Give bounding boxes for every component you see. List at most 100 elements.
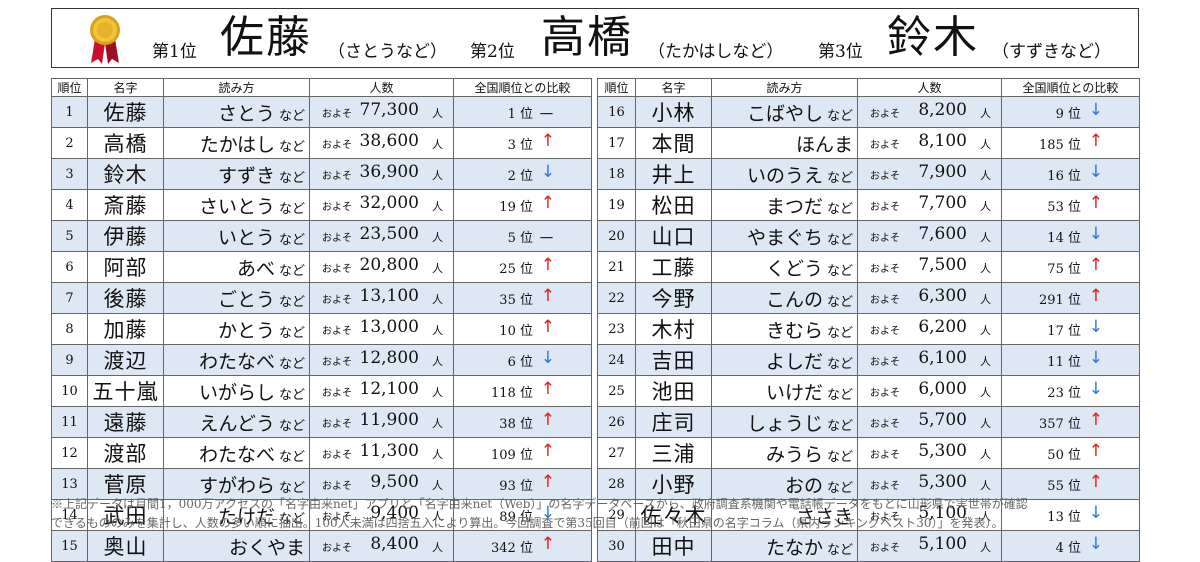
people-unit: 人 [980, 448, 991, 461]
national-rank-value: 11 [1047, 355, 1064, 370]
count-cell: およそ 5,700 人 [857, 406, 1002, 438]
up-arrow-icon: ↑ [1088, 472, 1103, 492]
table-row: 14 武田 たけだ など およそ 9,400 人 89 位 ↓ [51, 499, 592, 531]
table-row: 3 鈴木 すずき など およそ 36,900 人 2 位 ↓ [51, 158, 592, 190]
national-rank: 9 位 [1056, 103, 1081, 122]
rank-cell: 1 [51, 96, 88, 128]
reading-cell: ささき [711, 499, 858, 531]
reading-text: さとう [217, 102, 275, 125]
national-rank-value: 89 [499, 510, 516, 525]
approx-label: およそ [870, 481, 900, 492]
count-value: 8,200 [918, 100, 967, 120]
rank-cell: 5 [51, 220, 88, 252]
national-rank-value: 14 [1047, 231, 1064, 246]
down-arrow-icon: ↓ [1088, 503, 1103, 523]
reading-cell: いとう など [163, 220, 310, 252]
table-row: 21 工藤 くどう など およそ 7,500 人 75 位 ↑ [597, 251, 1140, 283]
count-value: 7,500 [918, 255, 967, 275]
people-unit: 人 [980, 107, 991, 120]
national-rank: 25 位 [499, 258, 533, 277]
second-place-reading: （たかはしなど） [648, 42, 784, 62]
count-value: 36,900 [359, 162, 419, 182]
count-value: 12,100 [359, 379, 419, 399]
rank-cell: 2 [51, 127, 88, 159]
count-value: 6,200 [918, 317, 967, 337]
up-arrow-icon: ↑ [540, 317, 555, 337]
reading-text: しょうじ [746, 412, 823, 435]
surname-cell: 斎藤 [87, 189, 164, 221]
approx-label: およそ [322, 233, 352, 244]
reading-text: よしだ [765, 350, 823, 373]
approx-label: およそ [322, 512, 352, 523]
approx-label: およそ [322, 202, 352, 213]
reading-suffix: など [278, 449, 305, 465]
surname-cell: 池田 [635, 375, 712, 407]
table-row: 25 池田 いけだ など およそ 6,000 人 23 位 ↓ [597, 375, 1140, 407]
reading-text: たかはし [199, 133, 275, 156]
col-header-reading: 読み方 [163, 78, 310, 97]
national-rank-value: 38 [499, 417, 516, 432]
reading-text: いがらし [198, 381, 275, 404]
surname-cell: 後藤 [87, 282, 164, 314]
reading-suffix: など [826, 232, 853, 248]
reading-cell: ごとう など [163, 282, 310, 314]
rank-cell: 28 [597, 468, 636, 500]
national-compare-cell: 342 位 ↑ [453, 530, 592, 562]
approx-label: およそ [870, 450, 900, 461]
approx-label: およそ [322, 388, 352, 399]
reading-cell: こばやし など [711, 96, 858, 128]
national-rank-value: 3 [507, 138, 516, 153]
rank-cell: 14 [51, 499, 88, 531]
down-arrow-icon: ↓ [1088, 534, 1103, 554]
national-rank-suffix: 位 [519, 231, 533, 246]
rank-cell: 24 [597, 344, 636, 376]
national-rank: 75 位 [1047, 258, 1081, 277]
reading-text: さいとう [198, 195, 275, 218]
national-rank: 185 位 [1039, 134, 1081, 153]
national-rank-value: 2 [507, 169, 516, 184]
reading-text: みうら [765, 443, 823, 466]
reading-suffix: など [278, 325, 305, 341]
table-header-row: 順位 名字 読み方 人数 全国順位との比較 [597, 78, 1140, 97]
count-cell: およそ 5,100 人 [857, 499, 1002, 531]
reading-text: きむら [765, 319, 823, 342]
table-row: 1 佐藤 さとう など およそ 77,300 人 1 位－ [51, 96, 592, 128]
national-compare-cell: 14 位 ↓ [1001, 220, 1140, 252]
rank-cell: 30 [597, 530, 636, 562]
surname-cell: 吉田 [635, 344, 712, 376]
count-value: 6,300 [918, 286, 967, 306]
count-value: 6,100 [918, 348, 967, 368]
national-rank: 53 位 [1047, 196, 1081, 215]
national-rank: 16 位 [1047, 165, 1081, 184]
count-value: 13,000 [359, 317, 419, 337]
reading-cell: やまぐち など [711, 220, 858, 252]
reading-cell: よしだ など [711, 344, 858, 376]
reading-cell: まつだ など [711, 189, 858, 221]
count-cell: およそ 7,700 人 [857, 189, 1002, 221]
people-unit: 人 [432, 107, 443, 120]
count-value: 5,100 [918, 534, 967, 554]
national-compare-cell: 11 位 ↓ [1001, 344, 1140, 376]
down-arrow-icon: ↓ [1088, 379, 1103, 399]
up-arrow-icon: ↑ [540, 410, 555, 430]
national-rank-value: 13 [1047, 510, 1064, 525]
national-rank-value: 17 [1047, 324, 1064, 339]
national-rank-suffix: 位 [1067, 510, 1081, 525]
third-place-rank: 第3位 [818, 42, 863, 62]
national-compare-cell: 35 位 ↑ [453, 282, 592, 314]
reading-cell: えんどう など [163, 406, 310, 438]
national-rank-suffix: 位 [1067, 479, 1081, 494]
ranking-table-right: 順位 名字 読み方 人数 全国順位との比較 16 小林 こばやし など およそ 8,200… [597, 78, 1140, 562]
people-unit: 人 [980, 324, 991, 337]
people-unit: 人 [980, 262, 991, 275]
col-header-name: 名字 [635, 78, 712, 97]
national-compare-cell: 185 位 ↑ [1001, 127, 1140, 159]
national-compare-cell: 75 位 ↑ [1001, 251, 1140, 283]
table-row: 22 今野 こんの など およそ 6,300 人 291 位 ↑ [597, 282, 1140, 314]
national-rank-value: 185 [1039, 138, 1064, 153]
national-compare-cell: 38 位 ↑ [453, 406, 592, 438]
approx-label: およそ [322, 109, 352, 120]
table-row: 9 渡辺 わたなべ など およそ 12,800 人 6 位 ↓ [51, 344, 592, 376]
national-rank-value: 93 [499, 479, 516, 494]
reading-text: えんどう [199, 412, 275, 435]
